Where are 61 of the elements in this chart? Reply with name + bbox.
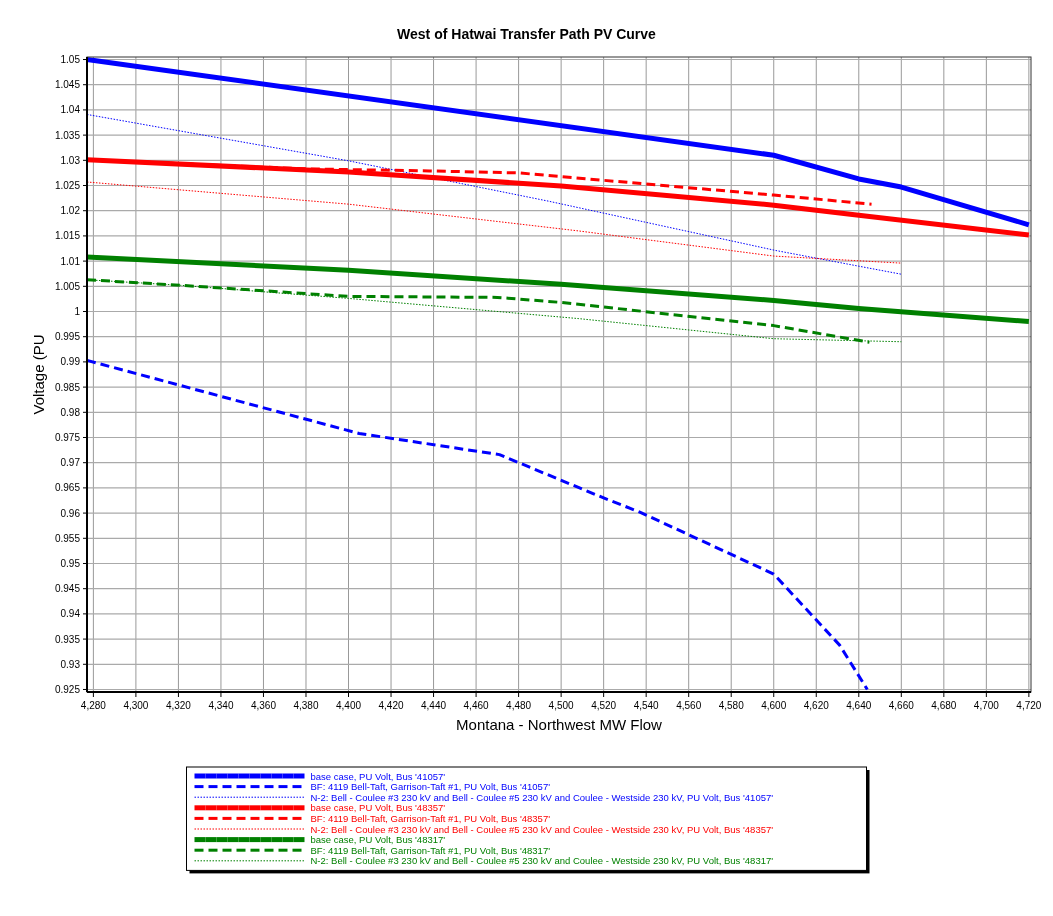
y-tick-label: 0.97	[60, 457, 81, 469]
chart-title: West of Hatwai Transfer Path PV Curve	[397, 26, 657, 42]
x-tick-label: 4,620	[803, 700, 830, 711]
y-tick-label: 1.025	[54, 180, 81, 192]
y-tick-label: 0.965	[54, 482, 81, 494]
y-tick-label: 1.02	[60, 205, 81, 217]
x-tick-label: 4,680	[931, 700, 957, 711]
y-tick-label: 0.94	[60, 608, 81, 620]
y-tick-label: 1.015	[54, 230, 81, 242]
x-tick-label: 4,560	[676, 700, 702, 711]
y-tick-label: 0.98	[60, 406, 81, 418]
y-axis-title: Voltage (PU	[30, 334, 47, 415]
legend-label: N-2: Bell - Coulee #3 230 kV and Bell - Coulee #5 230 kV and Coulee - Westside 230 kV, PU Volt, Bus '48317'	[310, 855, 774, 867]
y-tick-label: 1	[74, 306, 81, 317]
x-tick-label: 4,640	[846, 700, 872, 711]
x-tick-label: 4,280	[80, 700, 107, 711]
legend-label: base case, PU Volt, Bus '48317'	[310, 834, 446, 846]
x-tick-label: 4,580	[718, 700, 745, 711]
legend-label: base case, PU Volt, Bus '41057'	[310, 770, 446, 782]
y-tick-label: 1.01	[60, 255, 81, 267]
x-tick-label: 4,720	[1016, 700, 1042, 711]
legend-label: BF: 4119 Bell-Taft, Garrison-Taft #1, PU Volt, Bus '48317'	[310, 844, 551, 856]
x-tick-label: 4,400	[336, 700, 362, 711]
y-tick-label: 0.985	[54, 381, 81, 393]
y-tick-label: 1.03	[60, 154, 81, 166]
y-tick-label: 0.93	[60, 658, 81, 670]
y-tick-label: 1.04	[60, 104, 81, 116]
y-tick-label: 0.925	[54, 683, 81, 695]
x-tick-label: 4,540	[633, 700, 660, 711]
y-tick-label: 0.95	[60, 557, 81, 569]
y-tick-label: 0.945	[54, 583, 81, 595]
x-tick-label: 4,440	[421, 700, 447, 711]
y-tick-label: 1.035	[54, 129, 81, 141]
x-tick-label: 4,420	[378, 700, 404, 711]
x-axis-title: Montana - Northwest MW Flow	[456, 716, 663, 733]
y-tick-label: 1.005	[54, 280, 81, 292]
y-tick-label: 0.995	[54, 331, 81, 343]
y-tick-label: 1.045	[54, 79, 81, 91]
x-tick-label: 4,460	[463, 700, 490, 711]
legend-label: BF: 4119 Bell-Taft, Garrison-Taft #1, PU Volt, Bus '41057'	[310, 781, 551, 793]
y-tick-label: 0.96	[60, 507, 81, 519]
x-tick-label: 4,520	[591, 700, 617, 711]
legend-label: BF: 4119 Bell-Taft, Garrison-Taft #1, PU Volt, Bus '48357'	[310, 812, 551, 824]
x-tick-label: 4,360	[250, 700, 277, 711]
x-tick-label: 4,340	[208, 700, 234, 711]
x-tick-label: 4,700	[973, 700, 1000, 711]
y-tick-label: 1.05	[60, 54, 81, 66]
x-tick-label: 4,600	[761, 700, 787, 711]
legend-label: N-2: Bell - Coulee #3 230 kV and Bell - Coulee #5 230 kV and Coulee - Westside 230 kV, PU Volt, Bus '41057'	[310, 791, 774, 803]
x-tick-label: 4,480	[506, 700, 532, 711]
y-tick-label: 0.99	[60, 356, 81, 368]
y-tick-label: 0.935	[54, 633, 81, 645]
legend-label: N-2: Bell - Coulee #3 230 kV and Bell - Coulee #5 230 kV and Coulee - Westside 230 kV, PU Volt, Bus '48357'	[310, 823, 774, 835]
y-tick-label: 0.955	[54, 532, 81, 544]
x-tick-label: 4,300	[123, 700, 149, 711]
x-tick-label: 4,320	[165, 700, 192, 711]
legend-label: base case, PU Volt, Bus '48357'	[310, 802, 446, 814]
x-tick-label: 4,500	[548, 700, 575, 711]
x-tick-label: 4,660	[888, 700, 915, 711]
x-tick-label: 4,380	[293, 700, 319, 711]
y-tick-label: 0.975	[54, 432, 81, 443]
